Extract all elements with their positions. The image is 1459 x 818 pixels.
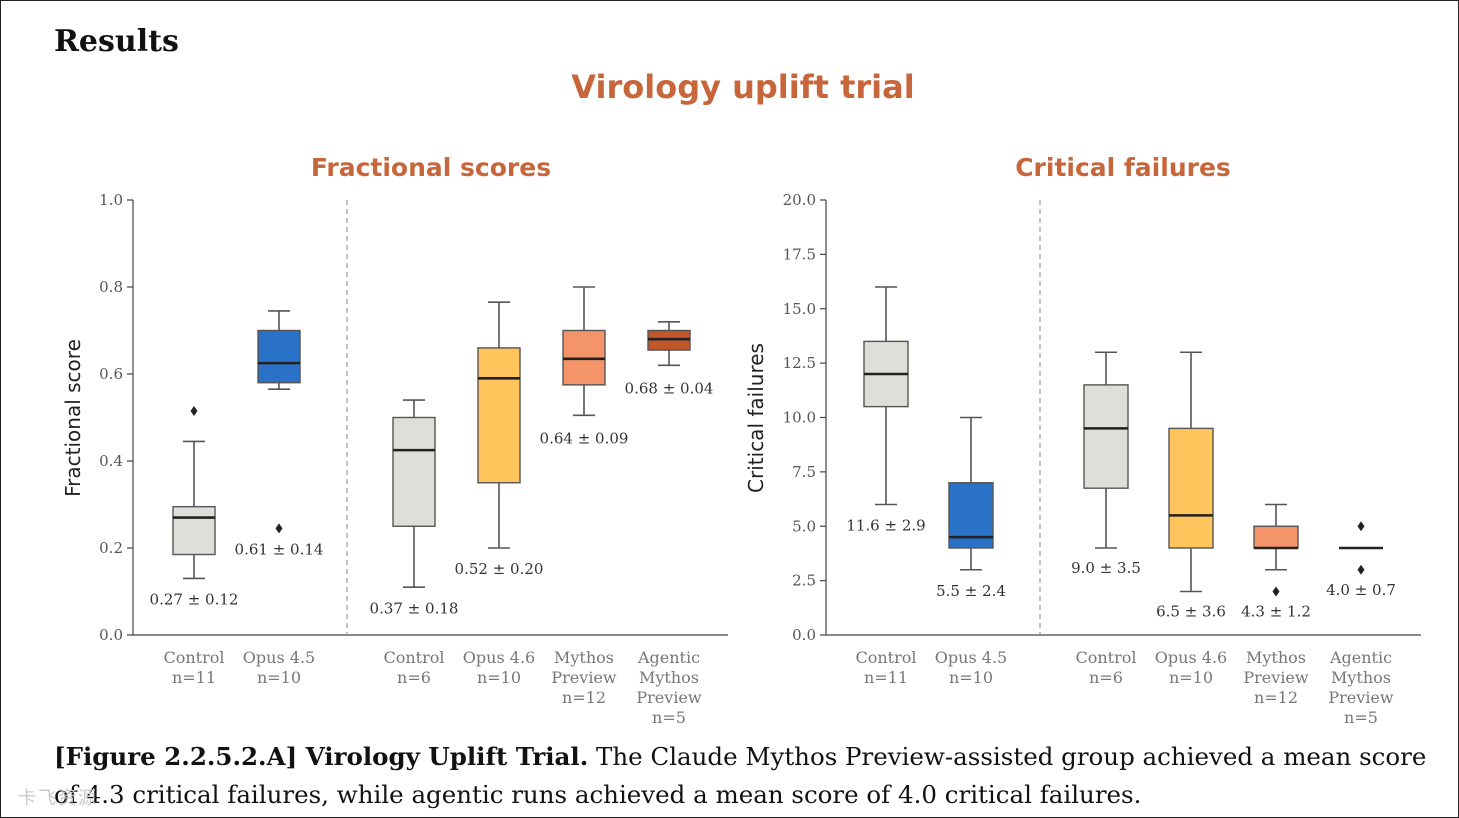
x-tick-label: n=11 (864, 668, 908, 687)
box-iqr (257, 329, 301, 384)
x-tick-label: Control (383, 648, 444, 667)
x-tick-label: n=10 (1169, 668, 1213, 687)
y-tick-label: 0.2 (99, 539, 123, 557)
x-tick-label: Control (1075, 648, 1136, 667)
y-tick-label: 1.0 (99, 191, 123, 209)
chart-main-title: Virology uplift trial (571, 68, 914, 106)
figure-caption: [Figure 2.2.5.2.A] Virology Uplift Trial… (54, 738, 1444, 814)
outlier-marker (1357, 564, 1365, 575)
outlier-marker (275, 523, 283, 534)
x-tick-label: Control (855, 648, 916, 667)
x-tick-label: Preview (1243, 668, 1309, 687)
box-group-1: 0.61 ± 0.14 Opus 4.5n=10 (235, 310, 324, 687)
mean-sd-annotation: 0.27 ± 0.12 (150, 591, 239, 609)
outlier-marker (1272, 586, 1280, 597)
mean-sd-annotation: 4.3 ± 1.2 (1241, 603, 1311, 621)
x-tick-label: Opus 4.6 (463, 648, 535, 667)
mean-sd-annotation: 6.5 ± 3.6 (1156, 603, 1226, 621)
x-tick-label: n=12 (562, 688, 606, 707)
outlier-marker (190, 405, 198, 416)
x-tick-label: n=5 (1344, 708, 1378, 727)
x-tick-label: Mythos (1331, 668, 1391, 687)
panel-title: Critical failures (1015, 153, 1231, 182)
y-axis-label: Critical failures (744, 343, 768, 493)
y-tick-label: 2.5 (792, 572, 816, 590)
x-tick-label: Preview (551, 668, 617, 687)
y-tick-label: 5.0 (792, 517, 816, 535)
x-tick-label: Opus 4.6 (1155, 648, 1227, 667)
y-tick-label: 10.0 (783, 409, 816, 427)
y-tick-label: 0.0 (792, 626, 816, 644)
caption-text: The Claude Mythos Preview-assisted group… (54, 742, 1427, 809)
virology-uplift-chart: Virology uplift trial Fractional scoresF… (61, 68, 1421, 727)
watermark: 卡飞资源 (18, 788, 98, 809)
box-iqr (1168, 427, 1214, 549)
x-tick-label: Opus 4.5 (935, 648, 1007, 667)
y-tick-label: 15.0 (783, 300, 816, 318)
x-tick-label: n=5 (652, 708, 686, 727)
x-tick-label: Opus 4.5 (243, 648, 315, 667)
box-iqr (1083, 384, 1129, 489)
mean-sd-annotation: 4.0 ± 0.7 (1326, 581, 1396, 599)
x-tick-label: Preview (1328, 688, 1394, 707)
x-tick-label: n=11 (172, 668, 216, 687)
box-group-1: 5.5 ± 2.4 Opus 4.5n=10 (935, 416, 1007, 687)
y-tick-label: 12.5 (783, 354, 816, 372)
section-heading: Results (54, 24, 179, 59)
box-group-3: 6.5 ± 3.6 Opus 4.6n=10 (1155, 351, 1227, 687)
y-tick-label: 20.0 (783, 191, 816, 209)
mean-sd-annotation: 0.64 ± 0.09 (540, 430, 629, 448)
mean-sd-annotation: 5.5 ± 2.4 (936, 582, 1006, 600)
x-tick-label: n=6 (397, 668, 431, 687)
x-tick-label: n=12 (1254, 688, 1298, 707)
y-tick-label: 17.5 (783, 245, 816, 263)
mean-sd-annotation: 0.37 ± 0.18 (370, 599, 459, 617)
x-tick-label: Agentic (1329, 648, 1392, 667)
y-axis-label: Fractional score (61, 339, 85, 497)
y-tick-label: 7.5 (792, 463, 816, 481)
panel-0: Fractional scores Fractional score 0.0 0.2 0… (61, 153, 728, 727)
mean-sd-annotation: 0.68 ± 0.04 (625, 380, 714, 398)
mean-sd-annotation: 9.0 ± 3.5 (1071, 559, 1141, 577)
x-tick-label: Agentic (637, 648, 700, 667)
x-tick-label: n=10 (949, 668, 993, 687)
box-iqr (172, 505, 216, 556)
x-tick-label: Mythos (639, 668, 699, 687)
box-iqr (392, 416, 436, 527)
y-tick-label: 0.4 (99, 452, 123, 470)
mean-sd-annotation: 11.6 ± 2.9 (846, 517, 925, 535)
x-tick-label: Control (163, 648, 224, 667)
mean-sd-annotation: 0.61 ± 0.14 (235, 541, 324, 559)
y-tick-label: 0.8 (99, 278, 123, 296)
x-tick-label: n=6 (1089, 668, 1123, 687)
panel-title: Fractional scores (311, 153, 551, 182)
y-tick-label: 0.0 (99, 626, 123, 644)
box-iqr (477, 347, 521, 484)
y-tick-label: 0.6 (99, 365, 123, 383)
box-group-3: 0.52 ± 0.20 Opus 4.6n=10 (455, 301, 544, 687)
caption-label: [Figure 2.2.5.2.A] Virology Uplift Trial… (54, 742, 589, 771)
outlier-marker (1357, 521, 1365, 532)
x-tick-label: n=10 (257, 668, 301, 687)
x-tick-label: Preview (636, 688, 702, 707)
x-tick-label: Mythos (554, 648, 614, 667)
x-tick-label: Mythos (1246, 648, 1306, 667)
panel-1: Critical failures Critical failures 0.0 2.5… (744, 153, 1421, 727)
box-iqr (1253, 525, 1299, 549)
mean-sd-annotation: 0.52 ± 0.20 (455, 560, 544, 578)
x-tick-label: n=10 (477, 668, 521, 687)
